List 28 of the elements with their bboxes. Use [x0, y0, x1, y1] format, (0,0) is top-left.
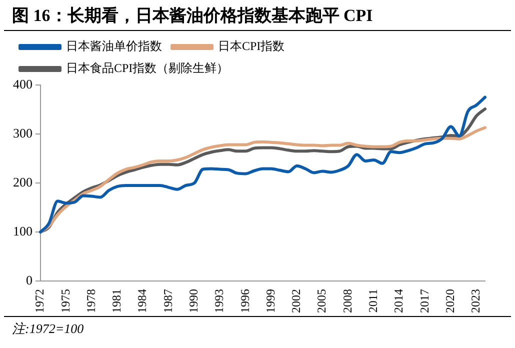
x-tick-label: 1999	[263, 289, 278, 313]
x-tick-label: 2017	[417, 289, 432, 313]
y-tick-label: 400	[13, 76, 32, 92]
x-tick-label: 1993	[212, 289, 226, 313]
x-tick-label: 2008	[340, 289, 354, 313]
x-tick-label: 1996	[238, 289, 252, 313]
x-tick-label: 1984	[135, 289, 150, 313]
x-tick-label: 1987	[160, 289, 175, 313]
x-tick-label: 2014	[392, 289, 406, 313]
text: 注:1972=100	[4, 316, 511, 341]
x-tick-label: 2023	[468, 289, 483, 313]
x-tick-label: 2011	[366, 289, 380, 313]
legend-label: 日本CPI指数	[218, 39, 285, 54]
x-tick-label: 2020	[442, 289, 457, 313]
x-tick-label: 2002	[289, 289, 304, 313]
x-tick-label: 1978	[84, 289, 98, 313]
x-tick-label: 1990	[186, 289, 201, 313]
y-tick-label: 100	[13, 223, 32, 238]
x-tick-label: 2005	[314, 289, 329, 313]
y-tick-label: 200	[13, 174, 32, 190]
x-tick-label: 1972	[32, 289, 47, 313]
x-tick-label: 1975	[58, 289, 72, 313]
x-tick-label: 1981	[110, 289, 124, 313]
chart-title: 图 16：长期看，日本酱油价格指数基本跑平 CPI	[4, 0, 511, 31]
legend-label: 日本食品CPI指数（剔除生鲜）	[66, 61, 229, 76]
legend-label: 日本酱油单价指数	[66, 39, 162, 54]
y-tick-label: 300	[13, 125, 32, 140]
y-tick-label: 0	[26, 272, 32, 288]
